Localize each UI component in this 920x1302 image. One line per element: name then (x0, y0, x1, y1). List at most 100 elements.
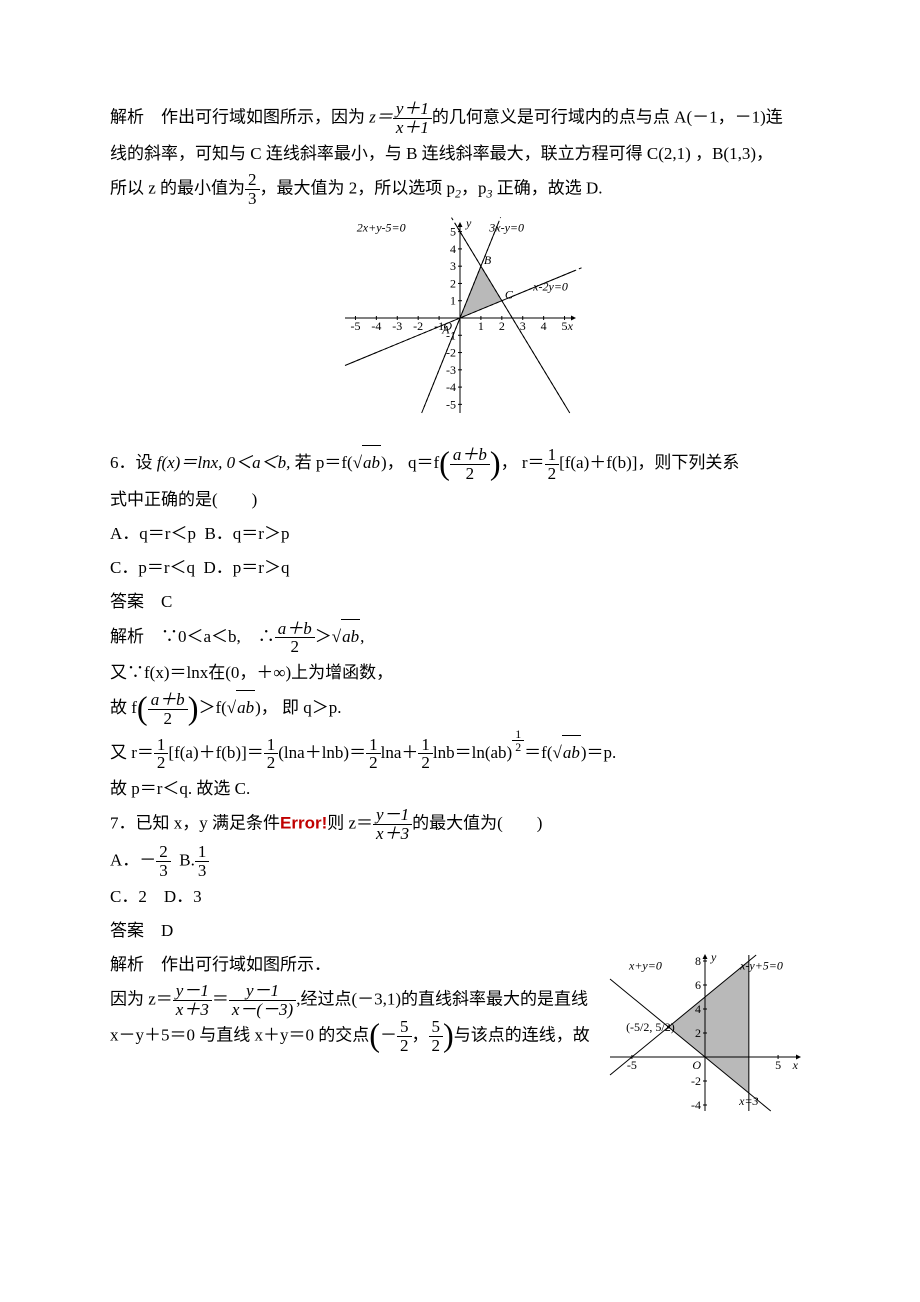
svg-text:-4: -4 (371, 319, 381, 333)
text: lna＋ (381, 743, 419, 762)
figure-1: -5-4-3-2-112345-5-4-3-2-1123452x+y-5=03x… (110, 213, 810, 435)
svg-text:8: 8 (695, 954, 701, 968)
opt-c: C．2 (110, 887, 147, 906)
q6-s4: 又 r＝12[f(a)＋f(b)]＝12(lna＋lnb)＝12lna＋12ln… (110, 728, 810, 773)
text: 又 r＝ (110, 743, 154, 762)
frac2: y－1x－(－3) (229, 982, 296, 1019)
error-text: Error! (280, 814, 327, 833)
num: 1 (264, 736, 279, 754)
den: x－(－3) (229, 1000, 296, 1019)
frac1: y－1x＋3 (173, 982, 212, 1019)
den: 2 (275, 637, 315, 656)
rad: ab (562, 735, 581, 770)
lparen-icon: ( (137, 690, 148, 726)
num: 5 (429, 1018, 444, 1036)
text: ＞f( (198, 698, 226, 717)
opt-b-frac: 13 (195, 843, 210, 880)
sqrt: √ab (227, 690, 255, 725)
svg-text:5: 5 (775, 1058, 781, 1072)
num: y－1 (229, 982, 296, 1000)
svg-text:5: 5 (450, 225, 456, 239)
q7-solution-block: -55-4-22468x+y=0x-y+5=0x=3Oxy(-5/2, 5/2)… (110, 948, 810, 1130)
den: 2 (450, 464, 490, 483)
rad: ab (236, 690, 255, 725)
svg-text:O: O (692, 1058, 701, 1072)
text: 的最大值为( ) (412, 814, 542, 833)
q6-options-cd: C．p＝r＜q D．p＝r＞q (110, 551, 810, 585)
num: y－1 (373, 806, 412, 824)
svg-text:-4: -4 (691, 1098, 701, 1112)
lparen-icon: ( (439, 445, 450, 481)
text: ， r＝ (501, 453, 545, 472)
svg-text:2: 2 (450, 277, 456, 291)
num: 1 (545, 446, 560, 464)
q7-s2: 因为 z＝y－1x＋3＝y－1x－(－3),经过点(－3,1)的直线斜率最大的是… (110, 982, 590, 1019)
text: 解析 作出可行域如图所示，因为 (110, 107, 369, 126)
svg-text:2: 2 (499, 319, 505, 333)
svg-text:-3: -3 (392, 319, 402, 333)
svg-text:6: 6 (695, 978, 701, 992)
half-1: 12 (154, 736, 169, 773)
text: 正确，故选 D. (492, 178, 602, 197)
sqrt-ab: √ab (353, 445, 381, 480)
frac: a＋b2 (275, 620, 315, 657)
sqrt: √ab (332, 619, 360, 654)
text: x－y＋5＝0 与直线 x＋y＝0 的交点 (110, 1026, 369, 1045)
q6-stem-1: 6．设 f(x)＝lnx, 0＜a＜b, 若 p＝f(√ab)， q＝f(a＋b… (110, 445, 810, 482)
den: 2 (545, 464, 560, 483)
svg-text:3: 3 (450, 260, 456, 274)
frac: 23 (245, 171, 260, 208)
text: )， q＝f (381, 453, 439, 472)
num: y＋1 (393, 100, 432, 118)
text: [f(a)＋f(b)]，则下列关系 (559, 453, 739, 472)
q7-s1: 解析 作出可行域如图所示． (110, 948, 590, 982)
svg-text:-5: -5 (350, 319, 360, 333)
sol5-line2: 线的斜率，可知与 C 连线斜率最小，与 B 连线斜率最大，联立方程可得 C(2,… (110, 137, 810, 171)
num: a＋b (275, 620, 315, 638)
svg-text:-3: -3 (446, 363, 456, 377)
svg-text:2x+y-5=0: 2x+y-5=0 (357, 221, 406, 235)
svg-text:1: 1 (450, 294, 456, 308)
q-frac: a＋b2 (450, 446, 490, 483)
svg-text:-5: -5 (446, 398, 456, 412)
z-frac: y－1x＋3 (373, 806, 412, 843)
svg-text:x+y=0: x+y=0 (628, 958, 662, 972)
den: 3 (195, 861, 210, 880)
rparen-icon: ) (188, 690, 199, 726)
num: a＋b (148, 691, 188, 709)
text: ，最大值为 2，所以选项 p (260, 178, 456, 197)
num: 1 (512, 728, 524, 741)
pt-y: 52 (429, 1018, 444, 1055)
svg-text:2: 2 (695, 1026, 701, 1040)
q6-s2: 又∵f(x)＝lnx在(0，＋∞)上为增函数， (110, 656, 810, 690)
svg-text:-2: -2 (691, 1074, 701, 1088)
opt-c: C．p＝r＜q (110, 558, 195, 577)
q6-options-ab: A．q＝r＜p B．q＝r＞p (110, 517, 810, 551)
den: 2 (264, 753, 279, 772)
opt-a-frac: 23 (156, 843, 171, 880)
rparen-icon: ) (490, 445, 501, 481)
opt-d: D．p＝r＞q (204, 558, 290, 577)
half-4: 12 (418, 736, 433, 773)
num: 5 (397, 1018, 412, 1036)
text: 若 p＝f( (290, 453, 352, 472)
frac: a＋b2 (148, 691, 188, 728)
text: 则 z＝ (327, 814, 373, 833)
num: 2 (245, 171, 260, 189)
den: 2 (154, 753, 169, 772)
text: 所以 z 的最小值为 (110, 178, 245, 197)
sol5-line3: 所以 z 的最小值为23，最大值为 2，所以选项 p2，p3 正确，故选 D. (110, 171, 810, 208)
text: ∵0＜a＜b, ∴ (161, 627, 275, 646)
svg-text:B: B (484, 254, 492, 268)
label: 解析 (110, 627, 161, 646)
figure-2: -55-4-22468x+y=0x-y+5=0x=3Oxy(-5/2, 5/2) (600, 948, 810, 1130)
svg-text:C: C (505, 288, 514, 302)
num: a＋b (450, 446, 490, 464)
exp-half: 12 (512, 728, 524, 754)
num: 1 (418, 736, 433, 754)
den: 3 (245, 189, 260, 208)
den: x＋1 (393, 118, 432, 137)
text: ,经过点(－3,1)的直线斜率最大的是直线 (296, 989, 588, 1008)
rparen-icon: ) (443, 1017, 454, 1053)
text: 的几何意义是可行域内的点与点 A(－1，－1)连 (432, 107, 783, 126)
